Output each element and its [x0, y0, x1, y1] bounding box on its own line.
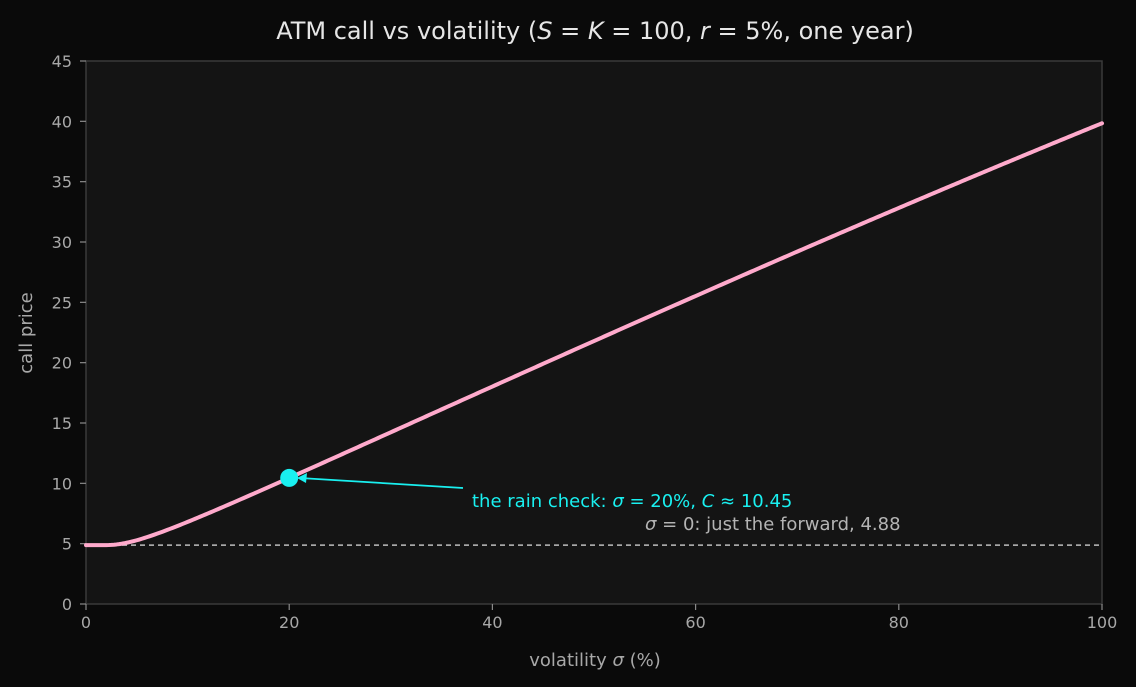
y-axis-label: call price [16, 292, 37, 373]
x-tick-label: 40 [482, 613, 502, 632]
y-axis: 0 5 10 15 20 25 30 35 40 45 [52, 52, 86, 614]
y-tick-label: 0 [62, 595, 72, 614]
y-tick-label: 20 [52, 354, 72, 373]
x-tick-label: 80 [889, 613, 909, 632]
x-tick-label: 20 [279, 613, 299, 632]
chart-title: ATM call vs volatility (S = K = 100, r =… [276, 17, 914, 45]
y-tick-label: 45 [52, 52, 72, 71]
y-tick-label: 10 [52, 474, 72, 493]
y-tick-label: 15 [52, 414, 72, 433]
y-tick-label: 30 [52, 233, 72, 252]
plot-area [85, 60, 1103, 605]
annotation-forward: σ = 0: just the forward, 4.88 [645, 514, 901, 535]
y-tick-label: 5 [62, 535, 72, 554]
annotation-rain-check: the rain check: σ = 20%, C ≈ 10.45 [472, 491, 792, 512]
x-tick-label: 0 [81, 613, 91, 632]
x-tick-label: 60 [685, 613, 705, 632]
x-tick-label: 100 [1087, 613, 1118, 632]
x-axis: 0 20 40 60 80 100 [81, 604, 1117, 632]
annotation-arrow [299, 477, 464, 489]
y-tick-label: 25 [52, 293, 72, 312]
highlight-point [280, 468, 299, 487]
y-tick-label: 40 [52, 112, 72, 131]
annotation-arrowhead [297, 473, 307, 483]
x-axis-label: volatility σ (%) [529, 650, 661, 671]
series-line-call-price [84, 121, 1104, 548]
y-tick-label: 35 [52, 173, 72, 192]
